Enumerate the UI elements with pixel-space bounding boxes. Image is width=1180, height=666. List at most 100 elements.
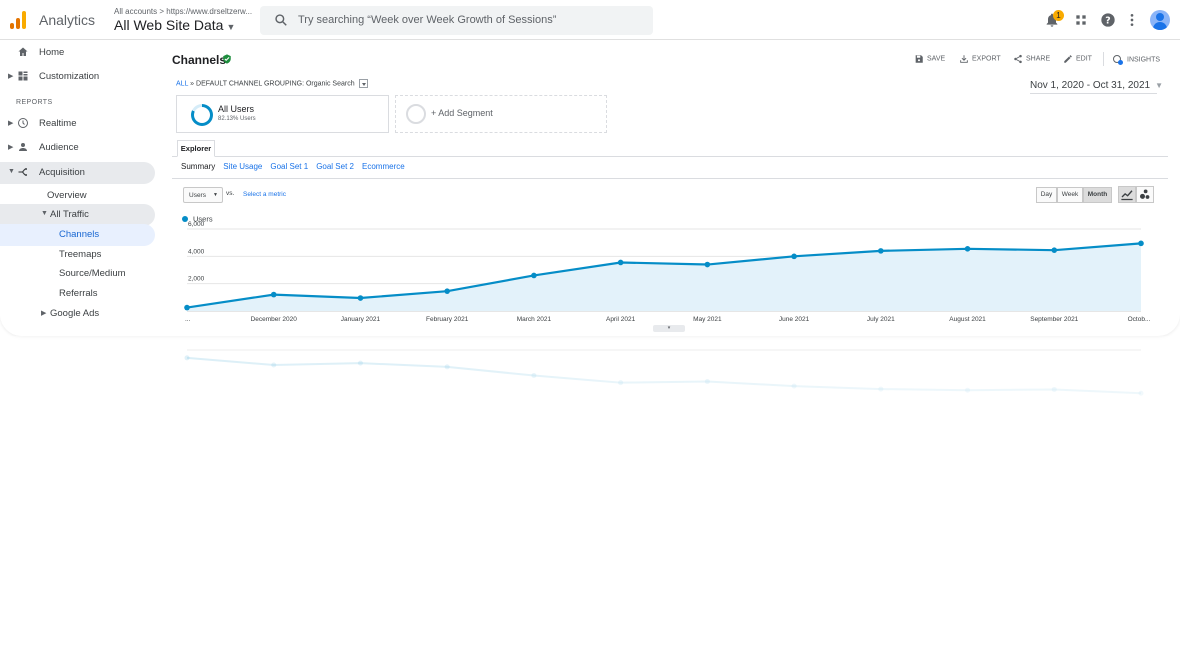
data-point xyxy=(704,261,711,268)
account-avatar[interactable] xyxy=(1150,10,1170,30)
insights-button[interactable]: INSIGHTS xyxy=(1112,54,1160,66)
report-tabbar: Explorer xyxy=(172,140,1168,157)
grouping-dropdown-icon[interactable] xyxy=(358,79,368,88)
search-icon xyxy=(275,14,287,26)
actions-divider xyxy=(1103,52,1104,66)
apps-grid-icon[interactable] xyxy=(1073,12,1089,28)
motion-chart-toggle[interactable] xyxy=(1136,186,1154,203)
tab-explorer[interactable]: Explorer xyxy=(177,140,215,157)
subtab-ecommerce[interactable]: Ecommerce xyxy=(362,162,405,171)
sidebar-item-home[interactable]: Home xyxy=(0,42,163,64)
save-button[interactable]: SAVE xyxy=(914,54,945,64)
breadcrumb-grouping: DEFAULT CHANNEL GROUPING: Organic Search xyxy=(196,80,355,88)
x-tick-label: May 2021 xyxy=(693,316,722,323)
verified-shield-icon xyxy=(223,54,231,64)
metric-selector[interactable]: Users ▼ xyxy=(183,187,223,203)
sidebar-item-overview[interactable]: Overview xyxy=(0,185,163,207)
subtab-summary[interactable]: Summary xyxy=(181,162,216,171)
sidebar-item-realtime[interactable]: ▶ Realtime xyxy=(0,113,163,135)
account-breadcrumb[interactable]: All accounts > https://www.drseltzerw... xyxy=(114,7,253,16)
date-range-picker[interactable]: Nov 1, 2020 - Oct 31, 2021 ▼ xyxy=(1030,80,1163,91)
person-icon xyxy=(19,143,27,151)
line-chart-toggle[interactable] xyxy=(1118,186,1136,203)
sidebar-item-channels[interactable]: Channels xyxy=(0,224,155,246)
insights-label: INSIGHTS xyxy=(1127,56,1161,64)
y-tick-label: 2,000 xyxy=(188,276,205,283)
chart-scroll-handle[interactable]: ▾ xyxy=(653,325,685,332)
breadcrumb-separator: » xyxy=(190,80,195,88)
series-area xyxy=(187,243,1141,311)
sidebar-item-audience[interactable]: ▶ Audience xyxy=(0,137,163,159)
period-week-button[interactable]: Week xyxy=(1057,187,1083,203)
data-point xyxy=(184,304,190,311)
share-button[interactable]: SHARE xyxy=(1013,54,1050,64)
svg-text:?: ? xyxy=(1105,15,1110,26)
subtab-goal-set-1[interactable]: Goal Set 1 xyxy=(270,162,309,171)
main-content: Channels SAVE EXPORT SHARE EDIT INSIGHTS… xyxy=(163,40,1180,336)
subtab-goal-set-2[interactable]: Goal Set 2 xyxy=(316,162,354,171)
sidebar-item-label: All Traffic xyxy=(50,209,89,220)
y-tick-label: 4,000 xyxy=(188,248,205,255)
edit-button[interactable]: EDIT xyxy=(1063,54,1092,64)
sidebar-item-all-traffic[interactable]: ▼ All Traffic xyxy=(0,204,155,226)
period-day-button[interactable]: Day xyxy=(1036,187,1057,203)
x-tick-label: Octob... xyxy=(1128,316,1151,323)
metric-label: Users xyxy=(189,192,206,199)
series-line-users xyxy=(186,242,1142,309)
pencil-icon xyxy=(1064,55,1072,63)
period-month-button[interactable]: Month xyxy=(1083,187,1112,203)
segment-percentage: 82.13% Users xyxy=(218,116,256,122)
help-icon[interactable]: ? xyxy=(1100,12,1116,28)
sidebar-item-google-ads[interactable]: ▶ Google Ads xyxy=(0,303,163,325)
save-label: SAVE xyxy=(927,55,946,63)
chevron-down-icon: ▼ xyxy=(8,168,15,175)
x-tick-label: August 2021 xyxy=(949,316,986,323)
save-icon xyxy=(915,55,923,63)
search-bar[interactable]: Try searching “Week over Week Growth of … xyxy=(260,6,653,35)
data-point xyxy=(270,291,277,298)
app-name: Analytics xyxy=(39,12,96,28)
sidebar-item-source-medium[interactable]: Source/Medium xyxy=(0,263,163,285)
sidebar-item-referrals[interactable]: Referrals xyxy=(0,283,163,305)
data-point xyxy=(444,288,450,294)
more-vert-icon[interactable] xyxy=(1124,12,1140,28)
sidebar-item-label: Customization xyxy=(39,71,100,82)
chevron-right-icon: ▶ xyxy=(41,310,47,317)
data-point xyxy=(357,295,364,301)
analytics-logo-icon[interactable] xyxy=(10,11,28,29)
data-point xyxy=(1138,240,1144,247)
sidebar-item-treemaps[interactable]: Treemaps xyxy=(0,244,163,266)
users-line-chart[interactable]: 2,000 4,000 6,000... December 2020 January 2… xyxy=(163,40,1180,336)
search-placeholder: Try searching “Week over Week Growth of … xyxy=(298,14,557,26)
segment-donut-icon xyxy=(191,104,213,126)
sidebar-item-acquisition[interactable]: ▼ Acquisition xyxy=(0,162,155,184)
subtab-site-usage[interactable]: Site Usage xyxy=(223,162,263,171)
sidebar-item-label: Treemaps xyxy=(59,249,102,260)
property-selector[interactable]: All Web Site Data ▼ xyxy=(114,17,235,33)
breadcrumb: ALL » DEFAULT CHANNEL GROUPING: Organic … xyxy=(176,79,368,88)
select-metric-link[interactable]: Select a metric xyxy=(243,191,286,198)
line-chart-icon xyxy=(1121,190,1133,201)
x-tick-label: ... xyxy=(185,316,191,323)
sidebar-item-label: Channels xyxy=(59,229,100,240)
add-segment-button[interactable]: + Add Segment xyxy=(395,95,607,133)
sidebar-item-customization[interactable]: ▶ Customization xyxy=(0,66,163,88)
edit-label: EDIT xyxy=(1076,55,1092,63)
breadcrumb-all-link[interactable]: ALL xyxy=(176,80,189,88)
segment-all-users[interactable]: All Users 82.13% Users xyxy=(176,95,389,133)
sidebar: Home ▶ Customization REPORTS ▶ Realtime … xyxy=(0,40,163,336)
chevron-right-icon: ▶ xyxy=(8,120,14,127)
data-point xyxy=(878,248,884,254)
insights-icon xyxy=(1113,55,1123,65)
legend-series-name: Users xyxy=(193,214,213,224)
chevron-right-icon: ▶ xyxy=(8,73,14,80)
home-icon xyxy=(18,47,28,56)
chevron-down-icon: ▼ xyxy=(41,210,48,217)
data-point xyxy=(531,272,537,279)
caret-down-icon: ▼ xyxy=(226,22,236,32)
app-frame: Analytics All accounts > https://www.drs… xyxy=(0,6,1180,336)
export-button[interactable]: EXPORT xyxy=(959,54,1001,64)
x-tick-label: December 2020 xyxy=(251,316,298,323)
notification-badge: 1 xyxy=(1053,10,1064,21)
x-tick-label: March 2021 xyxy=(517,316,552,323)
